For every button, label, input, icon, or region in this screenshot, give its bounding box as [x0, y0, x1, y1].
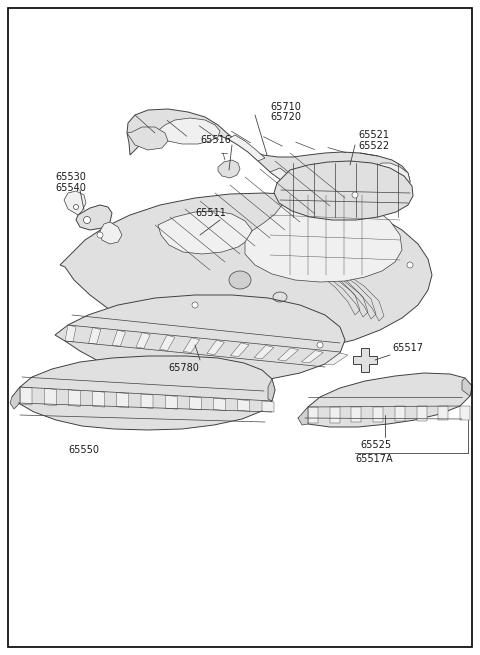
- Circle shape: [352, 192, 358, 198]
- Text: 65517A: 65517A: [355, 454, 393, 464]
- Polygon shape: [460, 406, 470, 420]
- Text: 65710: 65710: [270, 102, 301, 112]
- Polygon shape: [159, 335, 175, 350]
- Polygon shape: [395, 407, 405, 421]
- Circle shape: [97, 232, 103, 238]
- Polygon shape: [325, 353, 348, 365]
- Circle shape: [84, 217, 91, 223]
- Polygon shape: [117, 392, 129, 408]
- Polygon shape: [375, 163, 410, 202]
- Polygon shape: [308, 407, 318, 423]
- Polygon shape: [127, 109, 410, 204]
- Polygon shape: [100, 222, 122, 244]
- Polygon shape: [207, 341, 224, 354]
- Text: 65540: 65540: [55, 183, 86, 193]
- Text: 65550: 65550: [68, 445, 99, 455]
- Text: 65521: 65521: [358, 130, 389, 140]
- Polygon shape: [10, 387, 20, 409]
- Polygon shape: [298, 373, 472, 427]
- Polygon shape: [462, 378, 472, 396]
- Polygon shape: [438, 406, 448, 421]
- Polygon shape: [60, 193, 432, 352]
- Circle shape: [317, 342, 323, 348]
- Polygon shape: [136, 333, 150, 348]
- Polygon shape: [127, 127, 168, 150]
- Circle shape: [192, 302, 198, 308]
- Polygon shape: [55, 295, 345, 384]
- Polygon shape: [141, 394, 153, 409]
- Polygon shape: [20, 387, 32, 405]
- Text: 65511: 65511: [195, 208, 226, 218]
- Circle shape: [73, 204, 79, 210]
- Ellipse shape: [229, 271, 251, 289]
- Polygon shape: [214, 398, 226, 411]
- Polygon shape: [278, 348, 299, 361]
- Polygon shape: [353, 348, 377, 372]
- Polygon shape: [262, 401, 274, 412]
- Polygon shape: [298, 407, 308, 425]
- Polygon shape: [64, 191, 86, 215]
- Polygon shape: [183, 338, 200, 352]
- Polygon shape: [155, 118, 220, 144]
- Polygon shape: [190, 397, 202, 410]
- Polygon shape: [238, 400, 250, 411]
- Polygon shape: [165, 396, 177, 409]
- Polygon shape: [76, 205, 112, 230]
- Polygon shape: [228, 135, 265, 161]
- Polygon shape: [112, 330, 125, 346]
- Polygon shape: [330, 407, 340, 422]
- Polygon shape: [12, 356, 275, 430]
- Polygon shape: [89, 328, 101, 344]
- Text: 65720: 65720: [270, 112, 301, 122]
- Polygon shape: [69, 390, 81, 406]
- Polygon shape: [158, 211, 252, 254]
- Polygon shape: [417, 406, 427, 421]
- Polygon shape: [44, 388, 56, 405]
- Text: 65530: 65530: [55, 172, 86, 182]
- Text: 65516: 65516: [200, 135, 231, 145]
- Polygon shape: [338, 199, 368, 204]
- Polygon shape: [93, 391, 105, 407]
- Polygon shape: [373, 407, 383, 422]
- Polygon shape: [254, 345, 274, 359]
- Polygon shape: [301, 350, 323, 363]
- Circle shape: [407, 262, 413, 268]
- Polygon shape: [245, 193, 402, 282]
- Polygon shape: [270, 168, 295, 183]
- Polygon shape: [300, 189, 328, 198]
- Polygon shape: [230, 343, 249, 356]
- Polygon shape: [65, 325, 76, 342]
- Polygon shape: [274, 161, 413, 220]
- Polygon shape: [268, 379, 275, 401]
- Text: 65522: 65522: [358, 141, 389, 151]
- Text: 65517: 65517: [392, 343, 423, 353]
- Text: 65525: 65525: [360, 440, 391, 450]
- Text: 65780: 65780: [168, 363, 199, 373]
- Polygon shape: [218, 160, 240, 178]
- Polygon shape: [351, 407, 361, 422]
